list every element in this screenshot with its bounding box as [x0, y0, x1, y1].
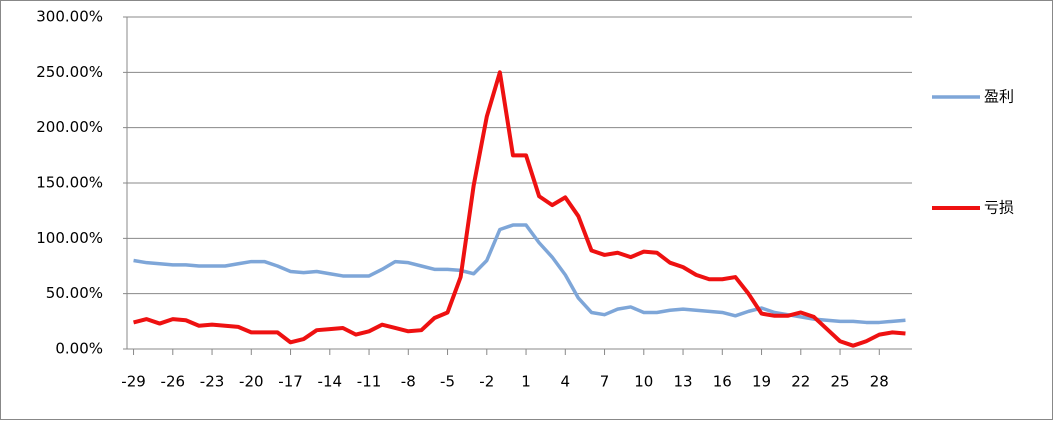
- x-tick-label: -8: [401, 373, 416, 391]
- x-tick-label: -14: [318, 373, 343, 391]
- x-tick-label: 4: [561, 373, 571, 391]
- x-tick-label: 13: [673, 373, 692, 391]
- series-line: [133, 70, 906, 348]
- x-tick-label: 16: [713, 373, 732, 391]
- legend-label: 亏损: [984, 199, 1014, 217]
- x-tick-label: 28: [870, 373, 889, 391]
- y-tick-label: 250.00%: [36, 63, 103, 81]
- series-line: [133, 223, 906, 325]
- x-tick-label: 7: [600, 373, 610, 391]
- x-tick-label: 1: [521, 373, 531, 391]
- x-tick-label: 10: [634, 373, 653, 391]
- x-tick-label: 19: [752, 373, 771, 391]
- x-tick-label: -20: [239, 373, 264, 391]
- x-tick-label: -26: [161, 373, 186, 391]
- y-tick-label: 50.00%: [46, 284, 103, 302]
- x-tick-label: -29: [121, 373, 146, 391]
- y-tick-label: 0.00%: [55, 340, 103, 358]
- x-tick-label: 25: [830, 373, 849, 391]
- legend-label: 盈利: [984, 88, 1014, 106]
- x-tick-label: -11: [357, 373, 382, 391]
- x-tick-label: 22: [791, 373, 810, 391]
- x-tick-label: -2: [479, 373, 494, 391]
- y-tick-label: 150.00%: [36, 174, 103, 192]
- x-tick-label: -23: [200, 373, 225, 391]
- y-tick-label: 100.00%: [36, 229, 103, 247]
- x-tick-label: -5: [440, 373, 455, 391]
- x-tick-label: -17: [278, 373, 303, 391]
- y-tick-label: 300.00%: [36, 8, 103, 26]
- y-tick-label: 200.00%: [36, 118, 103, 136]
